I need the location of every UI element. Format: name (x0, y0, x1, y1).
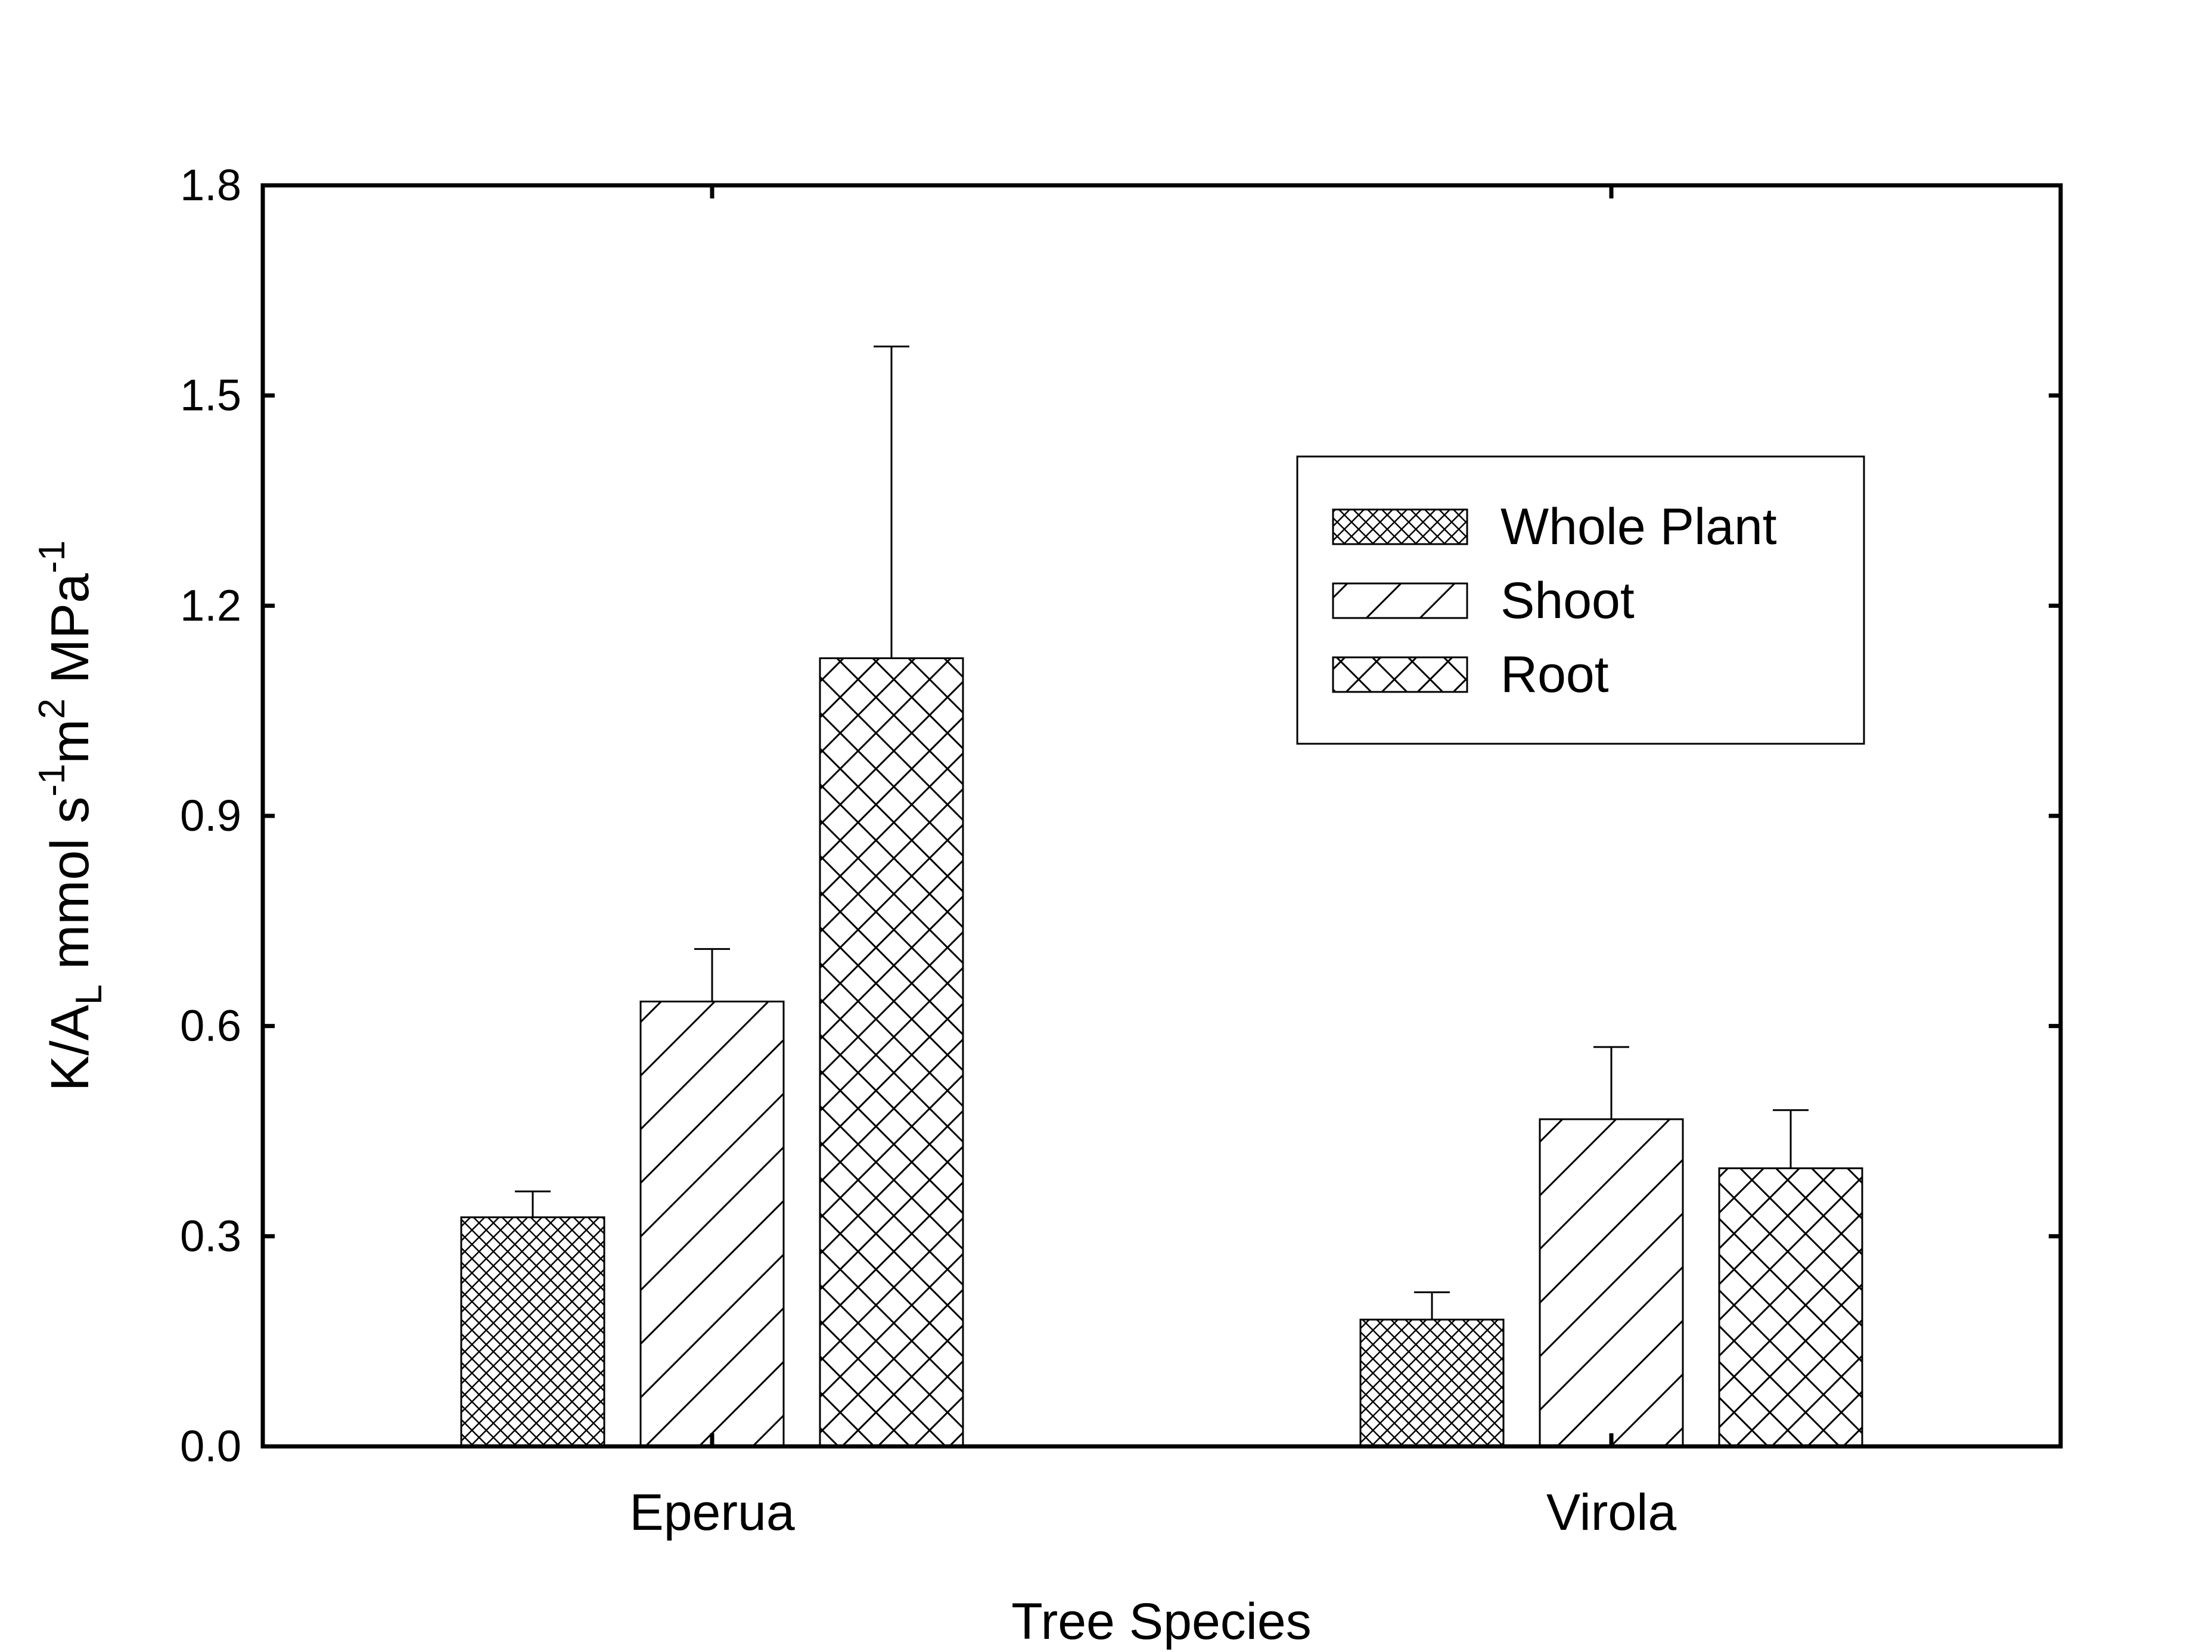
y-tick-label: 1.5 (180, 371, 241, 420)
y-label-sub: L (69, 985, 110, 1005)
y-tick-label: 0.9 (180, 791, 241, 840)
legend: Whole Plant Shoot Root (1296, 455, 1865, 745)
y-label-text2: m (41, 719, 100, 764)
y-label-sup2: 2 (32, 698, 73, 719)
bar-root-eperua (819, 657, 964, 1448)
y-tick-label: 1.2 (180, 580, 241, 630)
bars-layer (460, 345, 1863, 1448)
y-label-text3: MPa (41, 573, 100, 698)
legend-label-whole-plant: Whole Plant (1500, 498, 1777, 555)
y-label-text1: mmol s (41, 797, 100, 985)
bar-whole-plant-virola (1359, 1318, 1505, 1448)
y-tick-label: 0.6 (180, 1001, 241, 1051)
bar-shoot-virola (1539, 1118, 1684, 1448)
y-tick-label: 1.8 (180, 160, 241, 210)
bar-whole-plant-eperua (460, 1216, 605, 1448)
y-tick-label: 0.3 (180, 1211, 241, 1260)
legend-swatch-root (1332, 656, 1468, 693)
y-tick-label: 0.0 (180, 1421, 241, 1471)
y-ticks: 0.0 0.3 0.6 0.9 1.2 1.5 1.8 (180, 160, 2061, 1471)
x-tick-label-eperua: Eperua (629, 1484, 794, 1541)
legend-label-root: Root (1500, 646, 1609, 703)
bar-shoot-eperua (639, 1001, 785, 1448)
y-axis-label: K/AL mmol s-1m2 MPa-1 (32, 541, 110, 1091)
x-axis-label: Tree Species (1011, 1593, 1312, 1650)
y-label-base: K/A (41, 1005, 100, 1091)
y-label-sup1: -1 (32, 763, 73, 796)
x-ticks: Eperua Virola (629, 185, 1676, 1541)
legend-swatch-whole-plant (1332, 508, 1468, 545)
x-tick-label-virola: Virola (1546, 1484, 1676, 1541)
y-label-sup3: -1 (32, 541, 73, 573)
bar-root-virola (1718, 1167, 1863, 1448)
legend-label-shoot: Shoot (1500, 572, 1635, 629)
legend-swatch-shoot (1332, 582, 1468, 619)
